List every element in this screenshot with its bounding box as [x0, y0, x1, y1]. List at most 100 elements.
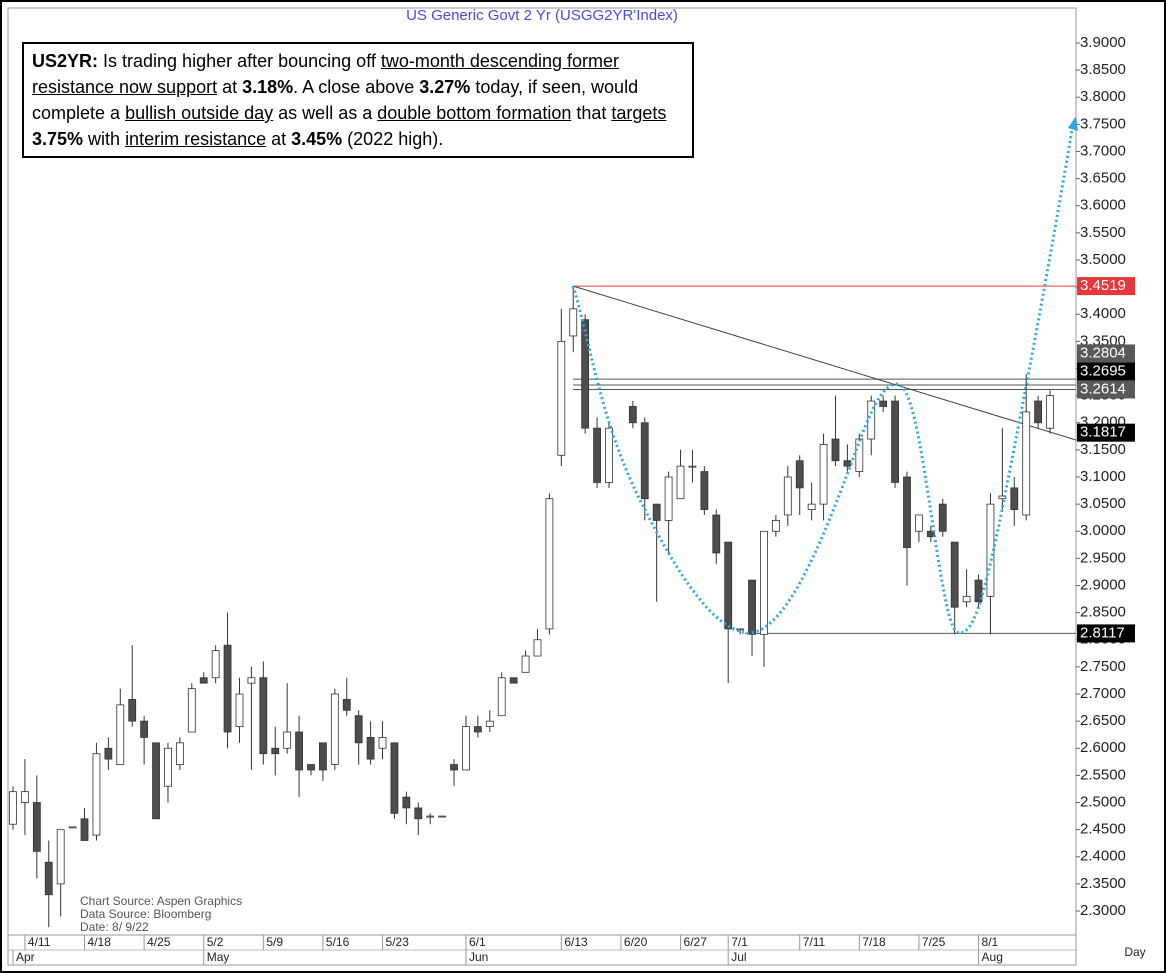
month-label: Jun: [469, 950, 488, 964]
y-tick-label: 2.3500: [1080, 875, 1126, 892]
candle-body: [664, 476, 673, 521]
y-tick-label: 2.5500: [1080, 766, 1126, 783]
source-text: Data Source: Bloomberg: [80, 907, 211, 921]
candle-body: [807, 503, 816, 510]
candle-body: [545, 498, 554, 630]
commentary-text: interim resistance: [125, 129, 267, 149]
y-tick-label: 3.5500: [1080, 224, 1126, 241]
candle-body: [605, 427, 613, 483]
y-tick-label: 3.4000: [1080, 305, 1126, 322]
candle-body: [342, 699, 351, 711]
candle-body: [223, 644, 232, 733]
commentary-text: double bottom formation: [377, 103, 572, 123]
commentary-text: (2022 high).: [342, 129, 444, 149]
candle-body: [462, 726, 470, 771]
y-tick-label: 3.8500: [1080, 61, 1126, 78]
candle-body: [402, 796, 411, 809]
candle-body: [175, 742, 184, 765]
y-tick-label: 2.4000: [1080, 848, 1126, 865]
candle-body: [712, 514, 721, 554]
x-tick-label: 8/1: [982, 935, 999, 949]
y-tick-label: 2.6500: [1080, 712, 1126, 729]
source-text: Date: 8/ 9/22: [80, 920, 149, 934]
candle-body: [247, 677, 256, 684]
y-tick-label: 2.5000: [1080, 793, 1126, 810]
candle-body: [1046, 395, 1054, 429]
candle-body: [974, 579, 983, 603]
y-tick-label: 3.7500: [1080, 115, 1126, 132]
candle-body: [307, 764, 315, 771]
y-tick-label: 2.8500: [1080, 604, 1126, 621]
candle-body: [295, 731, 303, 771]
candle-body: [199, 677, 208, 684]
x-tick-label: 6/13: [564, 935, 588, 949]
level-lines: [573, 285, 1076, 634]
x-tick-label: 5/2: [207, 935, 224, 949]
candle-body: [736, 628, 745, 631]
candle-body: [593, 427, 601, 483]
level-label-box: [1077, 624, 1135, 643]
commentary-text: 3.45%: [291, 129, 343, 149]
commentary-text: 3.27%: [419, 77, 471, 97]
commentary-text: at: [217, 77, 243, 97]
commentary-text: targets: [611, 103, 667, 123]
candle-body: [903, 476, 911, 548]
candle-body: [56, 829, 65, 885]
y-tick-label: 2.7500: [1080, 658, 1126, 675]
y-tick-label: 2.4500: [1080, 821, 1126, 838]
commentary-text: 3.18%: [242, 77, 294, 97]
candle-body: [700, 471, 709, 510]
candle-body: [1022, 411, 1031, 516]
y-tick-label: 3.9000: [1080, 34, 1126, 51]
level-label-box: [1077, 423, 1135, 442]
x-tick-label: 6/1: [469, 935, 486, 949]
candle-body: [1010, 487, 1019, 510]
candle-body: [569, 308, 578, 337]
x-tick-label: 4/25: [147, 935, 171, 949]
level-label: 3.2614: [1080, 380, 1126, 397]
candle-body: [21, 791, 29, 803]
candle-body: [652, 503, 661, 521]
commentary-text: as well as a: [273, 103, 378, 123]
level-label: 2.8117: [1080, 624, 1125, 641]
y-tick-label: 3.5000: [1080, 251, 1126, 268]
candle-body: [271, 747, 280, 755]
commentary-text: 3.75%: [32, 129, 84, 149]
commentary-text: . A close above: [293, 77, 420, 97]
candle-body: [748, 579, 756, 635]
y-tick-label: 3.6500: [1080, 170, 1126, 187]
candle-body: [938, 503, 947, 532]
candle-body: [259, 677, 268, 755]
candle-body: [581, 319, 590, 429]
projection-path: [571, 129, 1074, 635]
commentary-box: US2YR: Is trading higher after bouncing …: [22, 42, 694, 158]
candle-body: [187, 688, 196, 733]
level-label: 3.1817: [1080, 424, 1126, 441]
y-tick-label: 2.7000: [1080, 685, 1126, 702]
candle-body: [104, 747, 113, 760]
candle-body: [688, 465, 697, 468]
candle-body: [330, 693, 339, 765]
x-tick-label: 5/9: [266, 935, 283, 949]
candle-body: [879, 400, 888, 407]
candle-body: [795, 460, 804, 489]
commentary-text: US2YR:: [32, 51, 99, 71]
candle-body: [915, 514, 923, 532]
candle-body: [128, 699, 137, 722]
candle-body: [867, 400, 876, 440]
y-tick-label: 3.1000: [1080, 468, 1126, 485]
candle-body: [760, 530, 768, 635]
candles: [9, 287, 1054, 928]
x-tick-label: 6/27: [684, 935, 708, 949]
x-tick-label: 7/11: [803, 935, 826, 949]
level-label: 3.4519: [1080, 277, 1126, 294]
x-tick-label: 7/1: [731, 935, 748, 949]
candle-body: [319, 742, 327, 771]
candle-body: [152, 742, 160, 820]
candle-body: [390, 742, 399, 814]
candle-body: [80, 818, 89, 841]
commentary-text: with: [83, 129, 126, 149]
candle-body: [831, 438, 840, 462]
candle-body: [557, 340, 566, 456]
x-tick-label: 5/23: [386, 935, 410, 949]
